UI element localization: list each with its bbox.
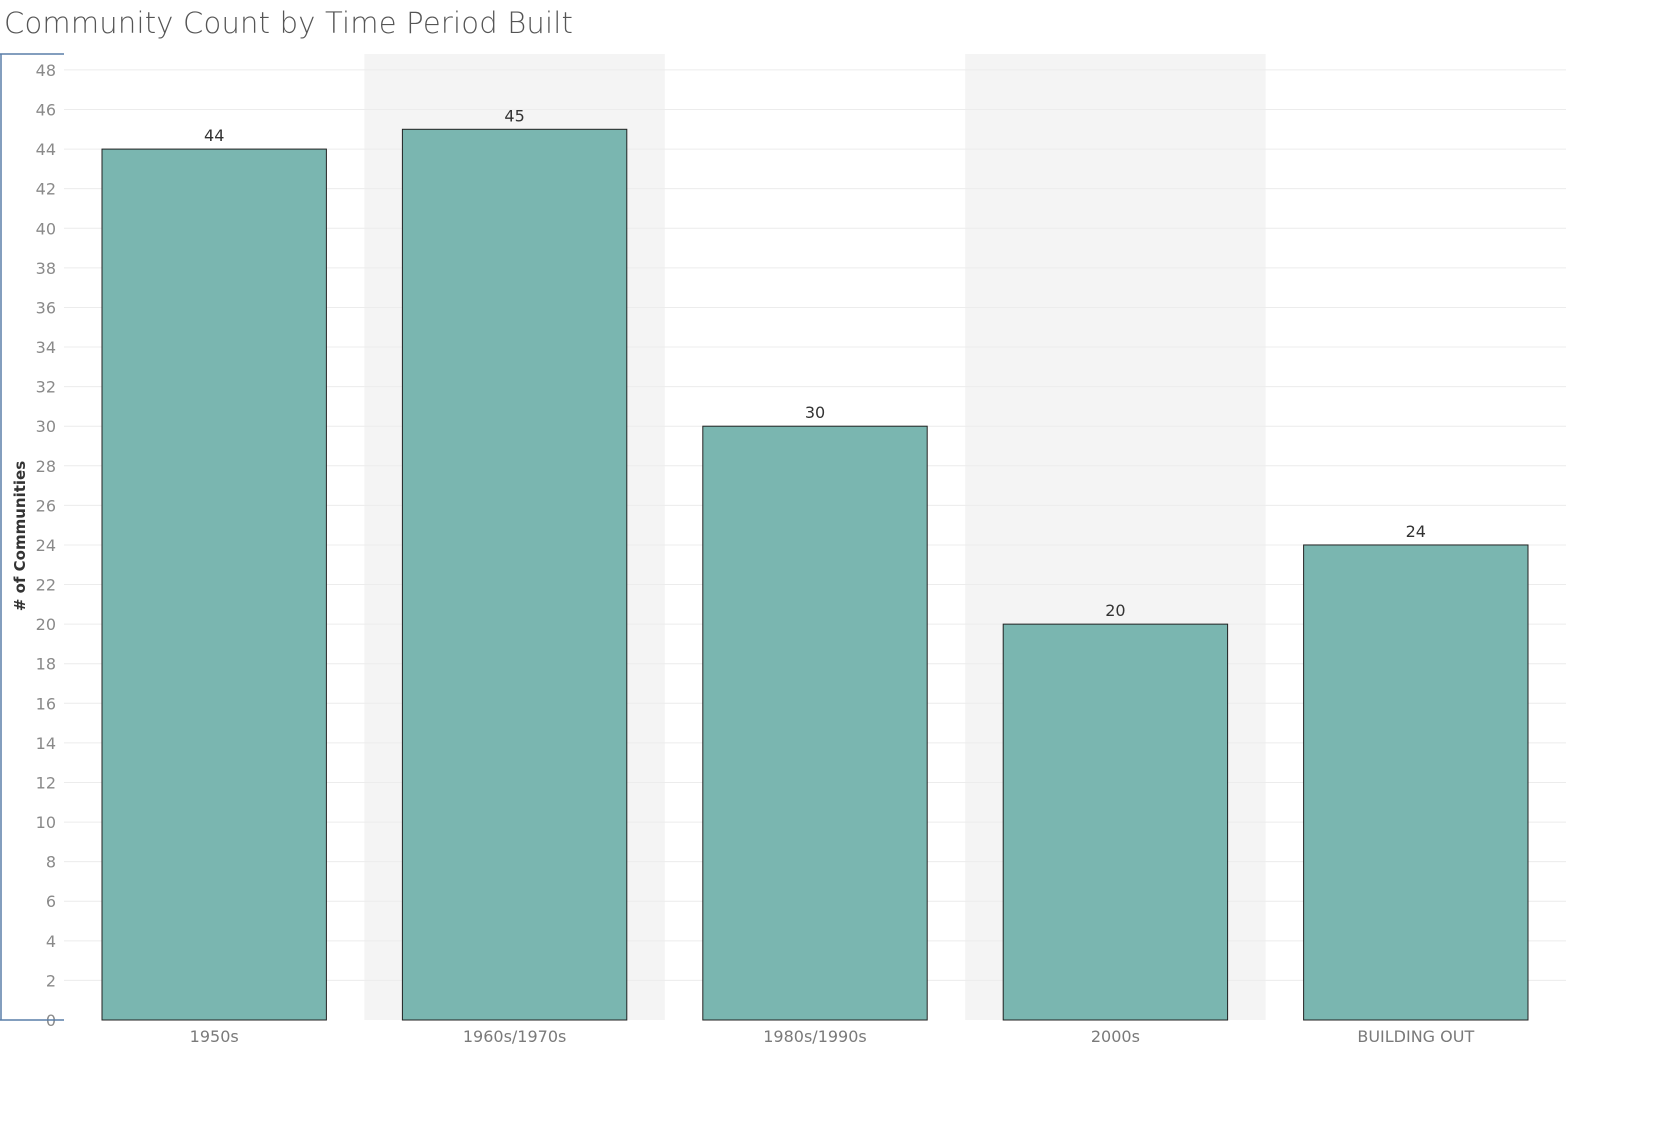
y-tick-label: 14 (36, 734, 56, 753)
y-tick-label: 36 (36, 298, 56, 317)
y-tick-label: 2 (46, 971, 56, 990)
x-category-label: 2000s (1091, 1027, 1140, 1046)
y-tick-label: 4 (46, 932, 56, 951)
y-tick-label: 26 (36, 496, 56, 515)
y-tick-label: 24 (36, 536, 56, 555)
data-label: 45 (504, 106, 524, 125)
bar (1002, 623, 1229, 1021)
y-tick-label: 20 (36, 615, 56, 634)
chart-title: Community Count by Time Period Built (4, 6, 574, 40)
y-tick-label: 46 (36, 101, 56, 120)
bar (401, 128, 628, 1021)
y-tick-label: 48 (36, 61, 56, 80)
x-category-label: 1950s (190, 1027, 239, 1046)
y-tick-label: 42 (36, 180, 56, 199)
data-label: 20 (1105, 601, 1125, 620)
y-axis-title: # of Communities (11, 461, 29, 611)
y-tick-label: 30 (36, 417, 56, 436)
bar (101, 148, 327, 1021)
y-tick-label: 18 (36, 655, 56, 674)
bar (702, 425, 928, 1021)
y-tick-label: 44 (36, 140, 56, 159)
y-tick-label: 28 (36, 457, 56, 476)
x-category-label: BUILDING OUT (1357, 1027, 1474, 1046)
y-tick-label: 10 (36, 813, 56, 832)
data-label: 30 (805, 403, 825, 422)
y-tick-label: 6 (46, 892, 56, 911)
y-tick-label: 16 (36, 694, 56, 713)
y-tick-label: 40 (36, 219, 56, 238)
data-label: 44 (204, 126, 224, 145)
x-category-label: 1960s/1970s (463, 1027, 567, 1046)
y-tick-label: 8 (46, 853, 56, 872)
y-axis-ticks: 0246810121416182022242628303234363840424… (36, 61, 56, 1030)
y-tick-label: 38 (36, 259, 56, 278)
category-labels: 1950s 1960s/1970s 1980s/1990s 2000s BUILDING… (190, 1027, 1475, 1046)
y-tick-label: 22 (36, 576, 56, 595)
data-labels: 44 45 30 20 24 (204, 106, 1426, 620)
bar (1303, 544, 1529, 1021)
y-tick-label: 12 (36, 773, 56, 792)
y-tick-label: 34 (36, 338, 56, 357)
y-tick-label: 32 (36, 378, 56, 397)
bars (101, 128, 1529, 1021)
data-label: 24 (1406, 522, 1426, 541)
x-category-label: 1980s/1990s (763, 1027, 867, 1046)
